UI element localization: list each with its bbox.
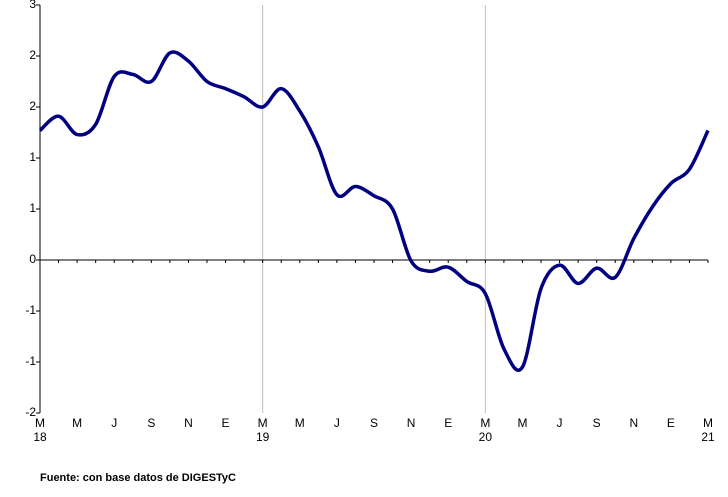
x-tick-label: N xyxy=(407,416,416,430)
x-tick-label: M xyxy=(703,416,713,430)
x-tick-label: E xyxy=(667,416,675,430)
y-tick-label: 0 xyxy=(29,252,36,266)
y-tick-label: -1 xyxy=(25,303,36,317)
x-year-label: 20 xyxy=(479,430,493,444)
x-tick-label: M xyxy=(35,416,45,430)
x-tick-label: J xyxy=(557,416,563,430)
x-tick-label: S xyxy=(593,416,601,430)
x-tick-label: E xyxy=(222,416,230,430)
y-tick-label: 2 xyxy=(29,99,36,113)
y-tick-label: 3 xyxy=(29,0,36,11)
x-tick-label: J xyxy=(334,416,340,430)
x-tick-label: E xyxy=(444,416,452,430)
x-tick-label: M xyxy=(517,416,527,430)
x-tick-label: N xyxy=(629,416,638,430)
x-year-label: 21 xyxy=(701,430,715,444)
x-tick-label: M xyxy=(258,416,268,430)
line-series xyxy=(38,50,710,372)
source-note: Fuente: con base datos de DIGESTyC xyxy=(40,472,236,484)
x-tick-label: S xyxy=(370,416,378,430)
x-year-label: 19 xyxy=(256,430,270,444)
x-tick-label: S xyxy=(147,416,155,430)
x-tick-label: M xyxy=(480,416,490,430)
y-tick-label: -2 xyxy=(25,405,36,419)
x-tick-label: N xyxy=(184,416,193,430)
y-tick-label: 1 xyxy=(29,201,36,215)
y-tick-label: 2 xyxy=(29,48,36,62)
y-tick-label: -1 xyxy=(25,354,36,368)
x-tick-label: M xyxy=(295,416,305,430)
y-tick-label: 1 xyxy=(29,150,36,164)
x-tick-label: M xyxy=(72,416,82,430)
x-year-label: 18 xyxy=(33,430,47,444)
x-tick-label: J xyxy=(111,416,117,430)
